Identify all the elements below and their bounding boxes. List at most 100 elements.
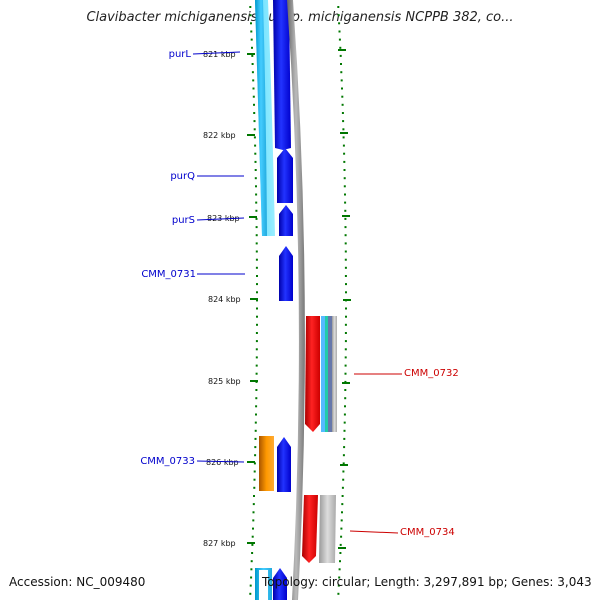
minor-tick <box>255 226 258 229</box>
gene-CMM_0734[interactable] <box>302 495 318 563</box>
gene-label-CMM_0734[interactable]: CMM_0734 <box>400 527 455 538</box>
minor-tick <box>253 478 256 481</box>
minor-tick <box>339 560 341 563</box>
minor-tick <box>341 511 343 514</box>
minor-tick <box>340 79 343 82</box>
minor-tick <box>255 413 257 416</box>
connector-CMM_0734 <box>349 530 399 534</box>
minor-tick <box>256 291 258 294</box>
genome-summary: Topology: circular; Length: 3,297,891 bp… <box>262 575 592 589</box>
minor-tick <box>254 429 257 432</box>
gene-CMM_0733[interactable] <box>277 437 291 492</box>
minor-tick <box>339 46 342 49</box>
minor-tick <box>253 112 256 114</box>
minor-tick <box>344 209 347 212</box>
minor-tick <box>255 372 258 375</box>
cyan-feature <box>259 570 268 600</box>
minor-tick <box>345 307 347 310</box>
minor-tick <box>341 95 344 98</box>
minor-tick <box>337 592 340 595</box>
minor-tick <box>251 543 254 546</box>
slate-feature[interactable] <box>328 316 332 432</box>
minor-tick <box>345 291 347 294</box>
minor-tick <box>255 364 258 367</box>
gene-label-CMM_0733[interactable]: CMM_0733 <box>140 456 195 467</box>
minor-tick <box>342 478 345 481</box>
minor-tick <box>341 112 344 114</box>
minor-tick <box>253 136 256 139</box>
minor-tick <box>343 437 346 440</box>
minor-tick <box>341 503 344 506</box>
cyan-features <box>255 0 275 600</box>
forward-genes <box>273 0 293 600</box>
cyan-feature[interactable] <box>321 316 325 432</box>
gene-label-CMM_0732[interactable]: CMM_0732 <box>404 368 459 379</box>
minor-tick <box>253 495 255 497</box>
minor-tick <box>342 136 345 139</box>
gene-purQ[interactable] <box>277 148 293 203</box>
gene-CMM_0732[interactable] <box>305 316 320 432</box>
minor-tick <box>249 6 252 8</box>
gene-forward[interactable] <box>273 568 287 600</box>
minor-tick <box>255 242 258 245</box>
gene-CMM_0731[interactable] <box>279 246 293 301</box>
minor-tick <box>343 177 346 180</box>
gene-purL[interactable] <box>273 0 291 150</box>
minor-tick <box>255 258 258 261</box>
minor-tick <box>343 446 346 449</box>
gene-label-purL[interactable]: purL <box>169 49 192 60</box>
minor-tick <box>343 429 346 432</box>
gene-purS[interactable] <box>279 205 293 236</box>
minor-tick <box>342 144 345 147</box>
minor-tick <box>253 486 256 489</box>
minor-tick <box>255 209 258 212</box>
minor-tick <box>344 275 347 277</box>
teal-feature[interactable] <box>325 316 328 432</box>
minor-tick <box>253 462 256 465</box>
minor-tick <box>256 299 258 302</box>
minor-tick <box>344 217 347 220</box>
scale-label: 822 kbp <box>203 131 236 140</box>
minor-tick <box>344 332 347 334</box>
scale-label: 825 kbp <box>208 377 241 386</box>
minor-tick <box>254 454 257 457</box>
minor-tick <box>256 275 258 277</box>
minor-tick <box>255 185 257 188</box>
minor-tick <box>255 332 258 334</box>
minor-tick <box>341 486 344 489</box>
minor-tick <box>345 283 347 286</box>
gene-label-CMM_0731[interactable]: CMM_0731 <box>141 269 196 280</box>
minor-tick <box>341 87 343 90</box>
minor-tick <box>340 519 343 522</box>
minor-tick <box>337 584 340 587</box>
gene-labels: purL purQ purS CMM_0731 CMM_0733 CMM_073… <box>140 49 458 538</box>
minor-tick <box>344 258 347 261</box>
minor-tick <box>344 340 347 343</box>
minor-tick <box>249 592 252 595</box>
minor-tick <box>253 128 256 131</box>
minor-tick <box>344 201 347 204</box>
minor-tick <box>339 543 342 546</box>
minor-tick <box>256 307 258 310</box>
gene-label-purQ[interactable]: purQ <box>170 171 195 182</box>
minor-tick <box>344 364 347 367</box>
gene-label-purS[interactable]: purS <box>172 215 195 226</box>
minor-tick <box>338 30 341 33</box>
minor-tick <box>255 397 258 400</box>
minor-tick <box>342 470 345 473</box>
minor-tick <box>344 226 347 229</box>
gray-feature[interactable] <box>332 316 337 432</box>
minor-tick <box>340 63 342 65</box>
minor-tick <box>344 348 347 351</box>
minor-tick <box>344 356 347 359</box>
minor-tick <box>251 535 254 538</box>
minor-tick <box>343 421 346 424</box>
orange-feature[interactable] <box>259 436 274 491</box>
gray-feature[interactable] <box>319 495 336 563</box>
minor-tick <box>344 193 346 196</box>
minor-tick <box>340 535 343 538</box>
minor-tick <box>252 519 255 522</box>
minor-tick <box>255 250 258 253</box>
cyan-feature[interactable] <box>255 0 267 236</box>
minor-tick <box>337 6 340 8</box>
